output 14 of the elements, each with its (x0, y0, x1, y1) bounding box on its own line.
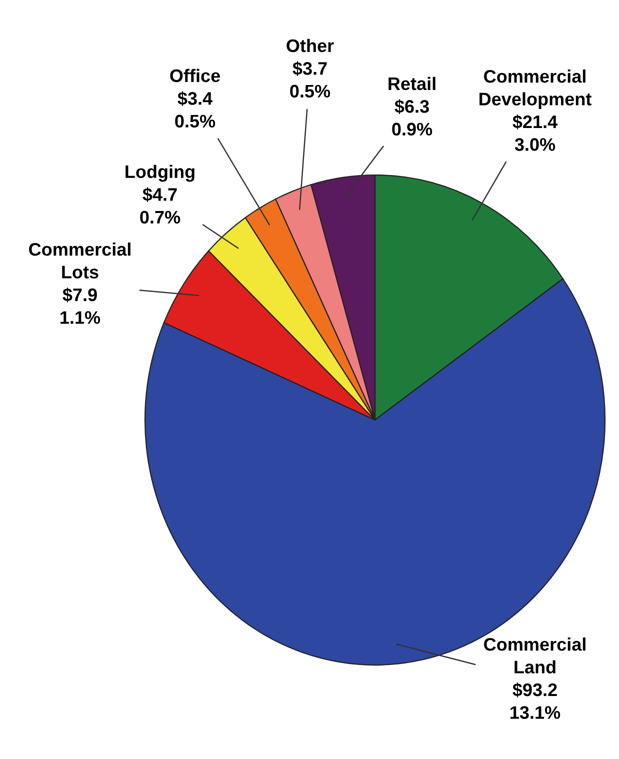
slice-label: Commercial Land (484, 638, 586, 674)
slice-label: Retail (388, 76, 436, 90)
slice-label: Commercial Lots (29, 242, 130, 278)
slice-label: Office (170, 68, 220, 82)
data-label: $3.4 0.5% (175, 91, 216, 128)
slice-label: Other (286, 38, 334, 52)
data-label: $7.9 1.1% (60, 288, 100, 324)
data-label: $21.4 3.0% (512, 114, 558, 151)
slice-label: Lodging (126, 164, 194, 182)
data-label: $3.7 0.5% (290, 61, 330, 98)
slice-label: Commercial Development (480, 70, 592, 110)
data-label: $93.2 13.1% (510, 682, 560, 719)
data-label: $6.3 0.9% (392, 99, 432, 136)
data-label: $4.7 0.7% (140, 187, 180, 224)
